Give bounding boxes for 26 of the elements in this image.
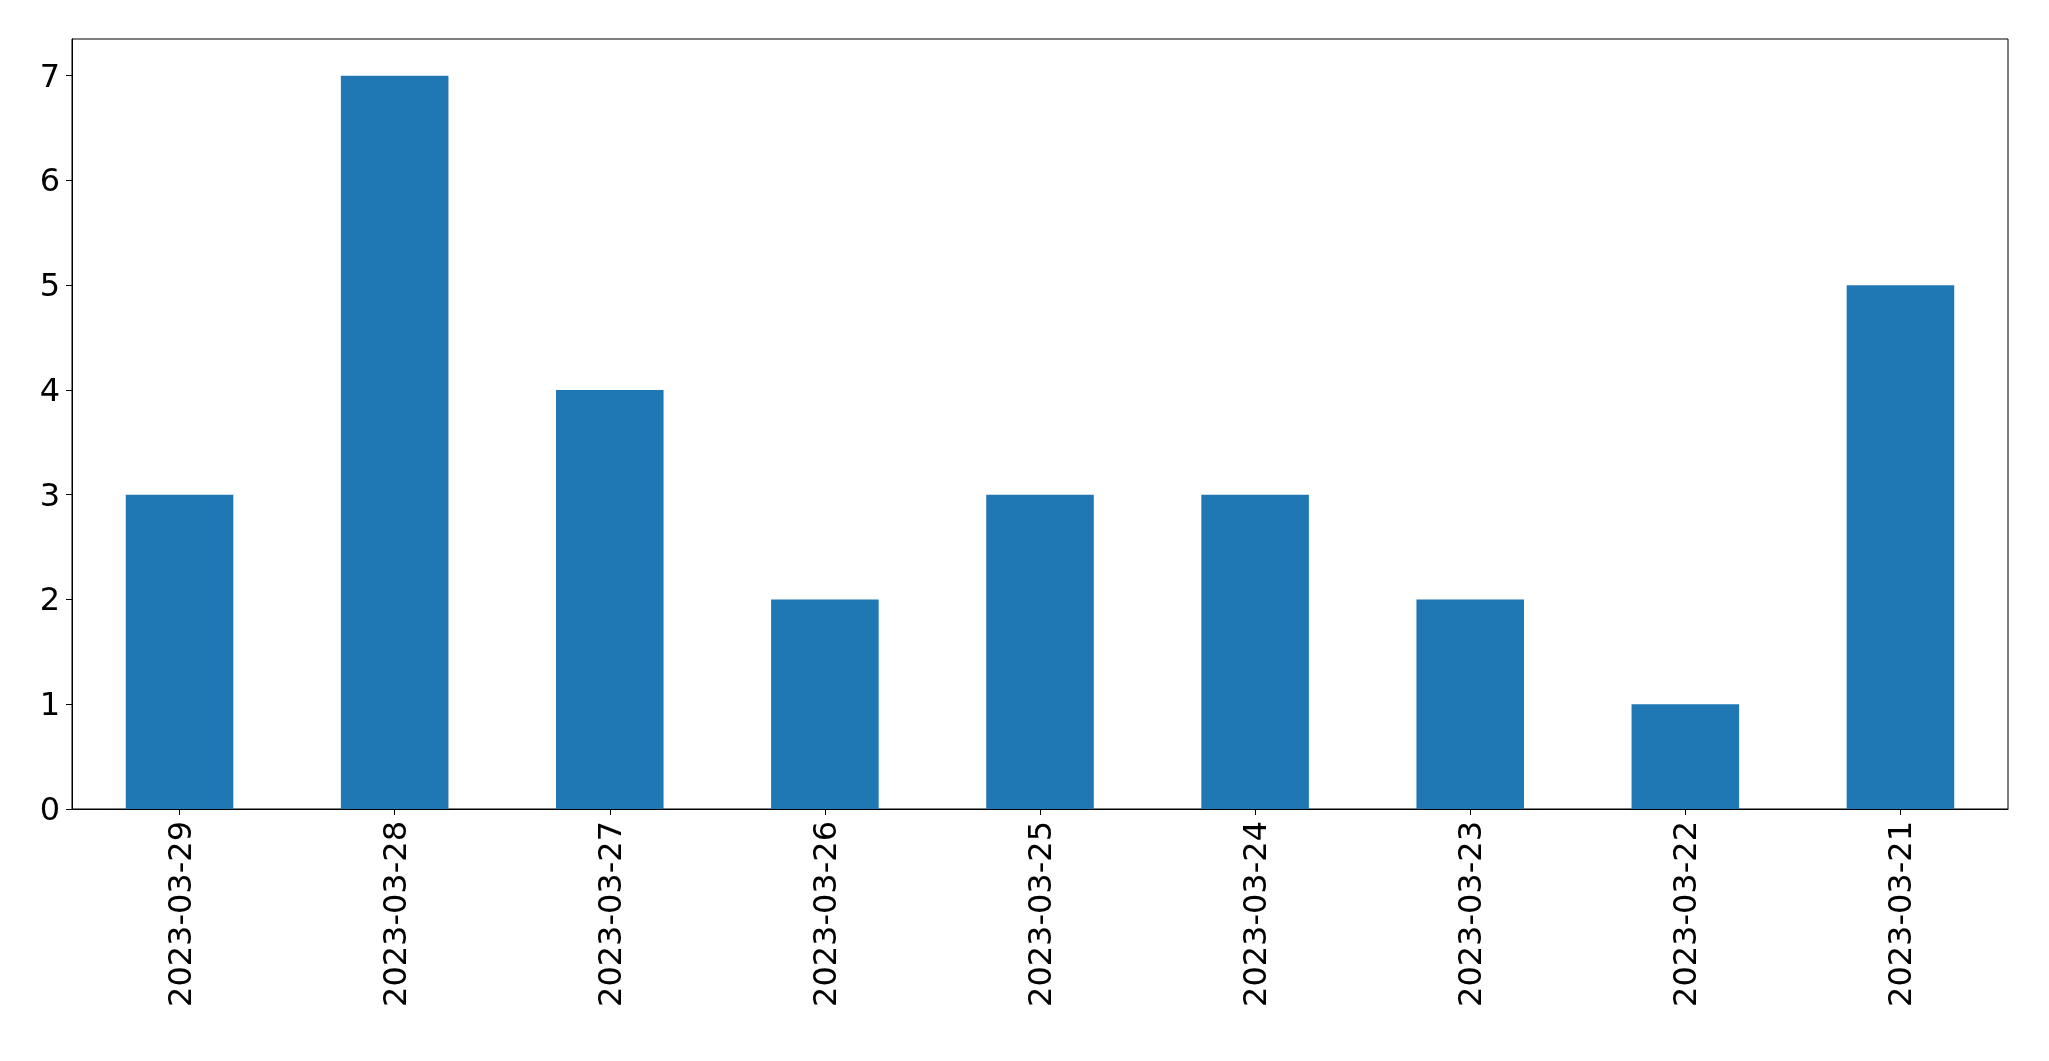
bar (556, 389, 664, 809)
bar (1846, 285, 1955, 809)
y-tick-label: 7 (39, 56, 60, 95)
y-tick-label: 3 (39, 475, 60, 514)
y-tick-label: 6 (39, 161, 60, 200)
x-tick-label: 2023-03-27 (590, 821, 629, 1007)
x-tick-label: 2023-03-26 (805, 821, 844, 1007)
x-tick-label: 2023-03-22 (1666, 821, 1705, 1007)
x-tick-label: 2023-03-21 (1881, 821, 1920, 1007)
y-tick-label: 4 (39, 370, 60, 409)
x-tick-label: 2023-03-24 (1236, 821, 1275, 1007)
bar (340, 75, 449, 809)
bar (125, 494, 234, 809)
y-tick-label: 2 (39, 580, 60, 619)
y-tick-label: 0 (39, 790, 60, 828)
x-tick-label: 2023-03-29 (160, 821, 199, 1007)
bar (771, 599, 879, 809)
bar (1631, 704, 1740, 809)
bar (986, 494, 1094, 809)
bar (1416, 599, 1524, 809)
y-tick-label: 5 (39, 266, 60, 305)
bar (1201, 494, 1309, 809)
x-tick-label: 2023-03-25 (1021, 821, 1059, 1007)
x-tick-label: 2023-03-28 (375, 821, 414, 1007)
y-tick-label: 1 (39, 685, 60, 724)
x-tick-label: 2023-03-23 (1451, 821, 1490, 1007)
